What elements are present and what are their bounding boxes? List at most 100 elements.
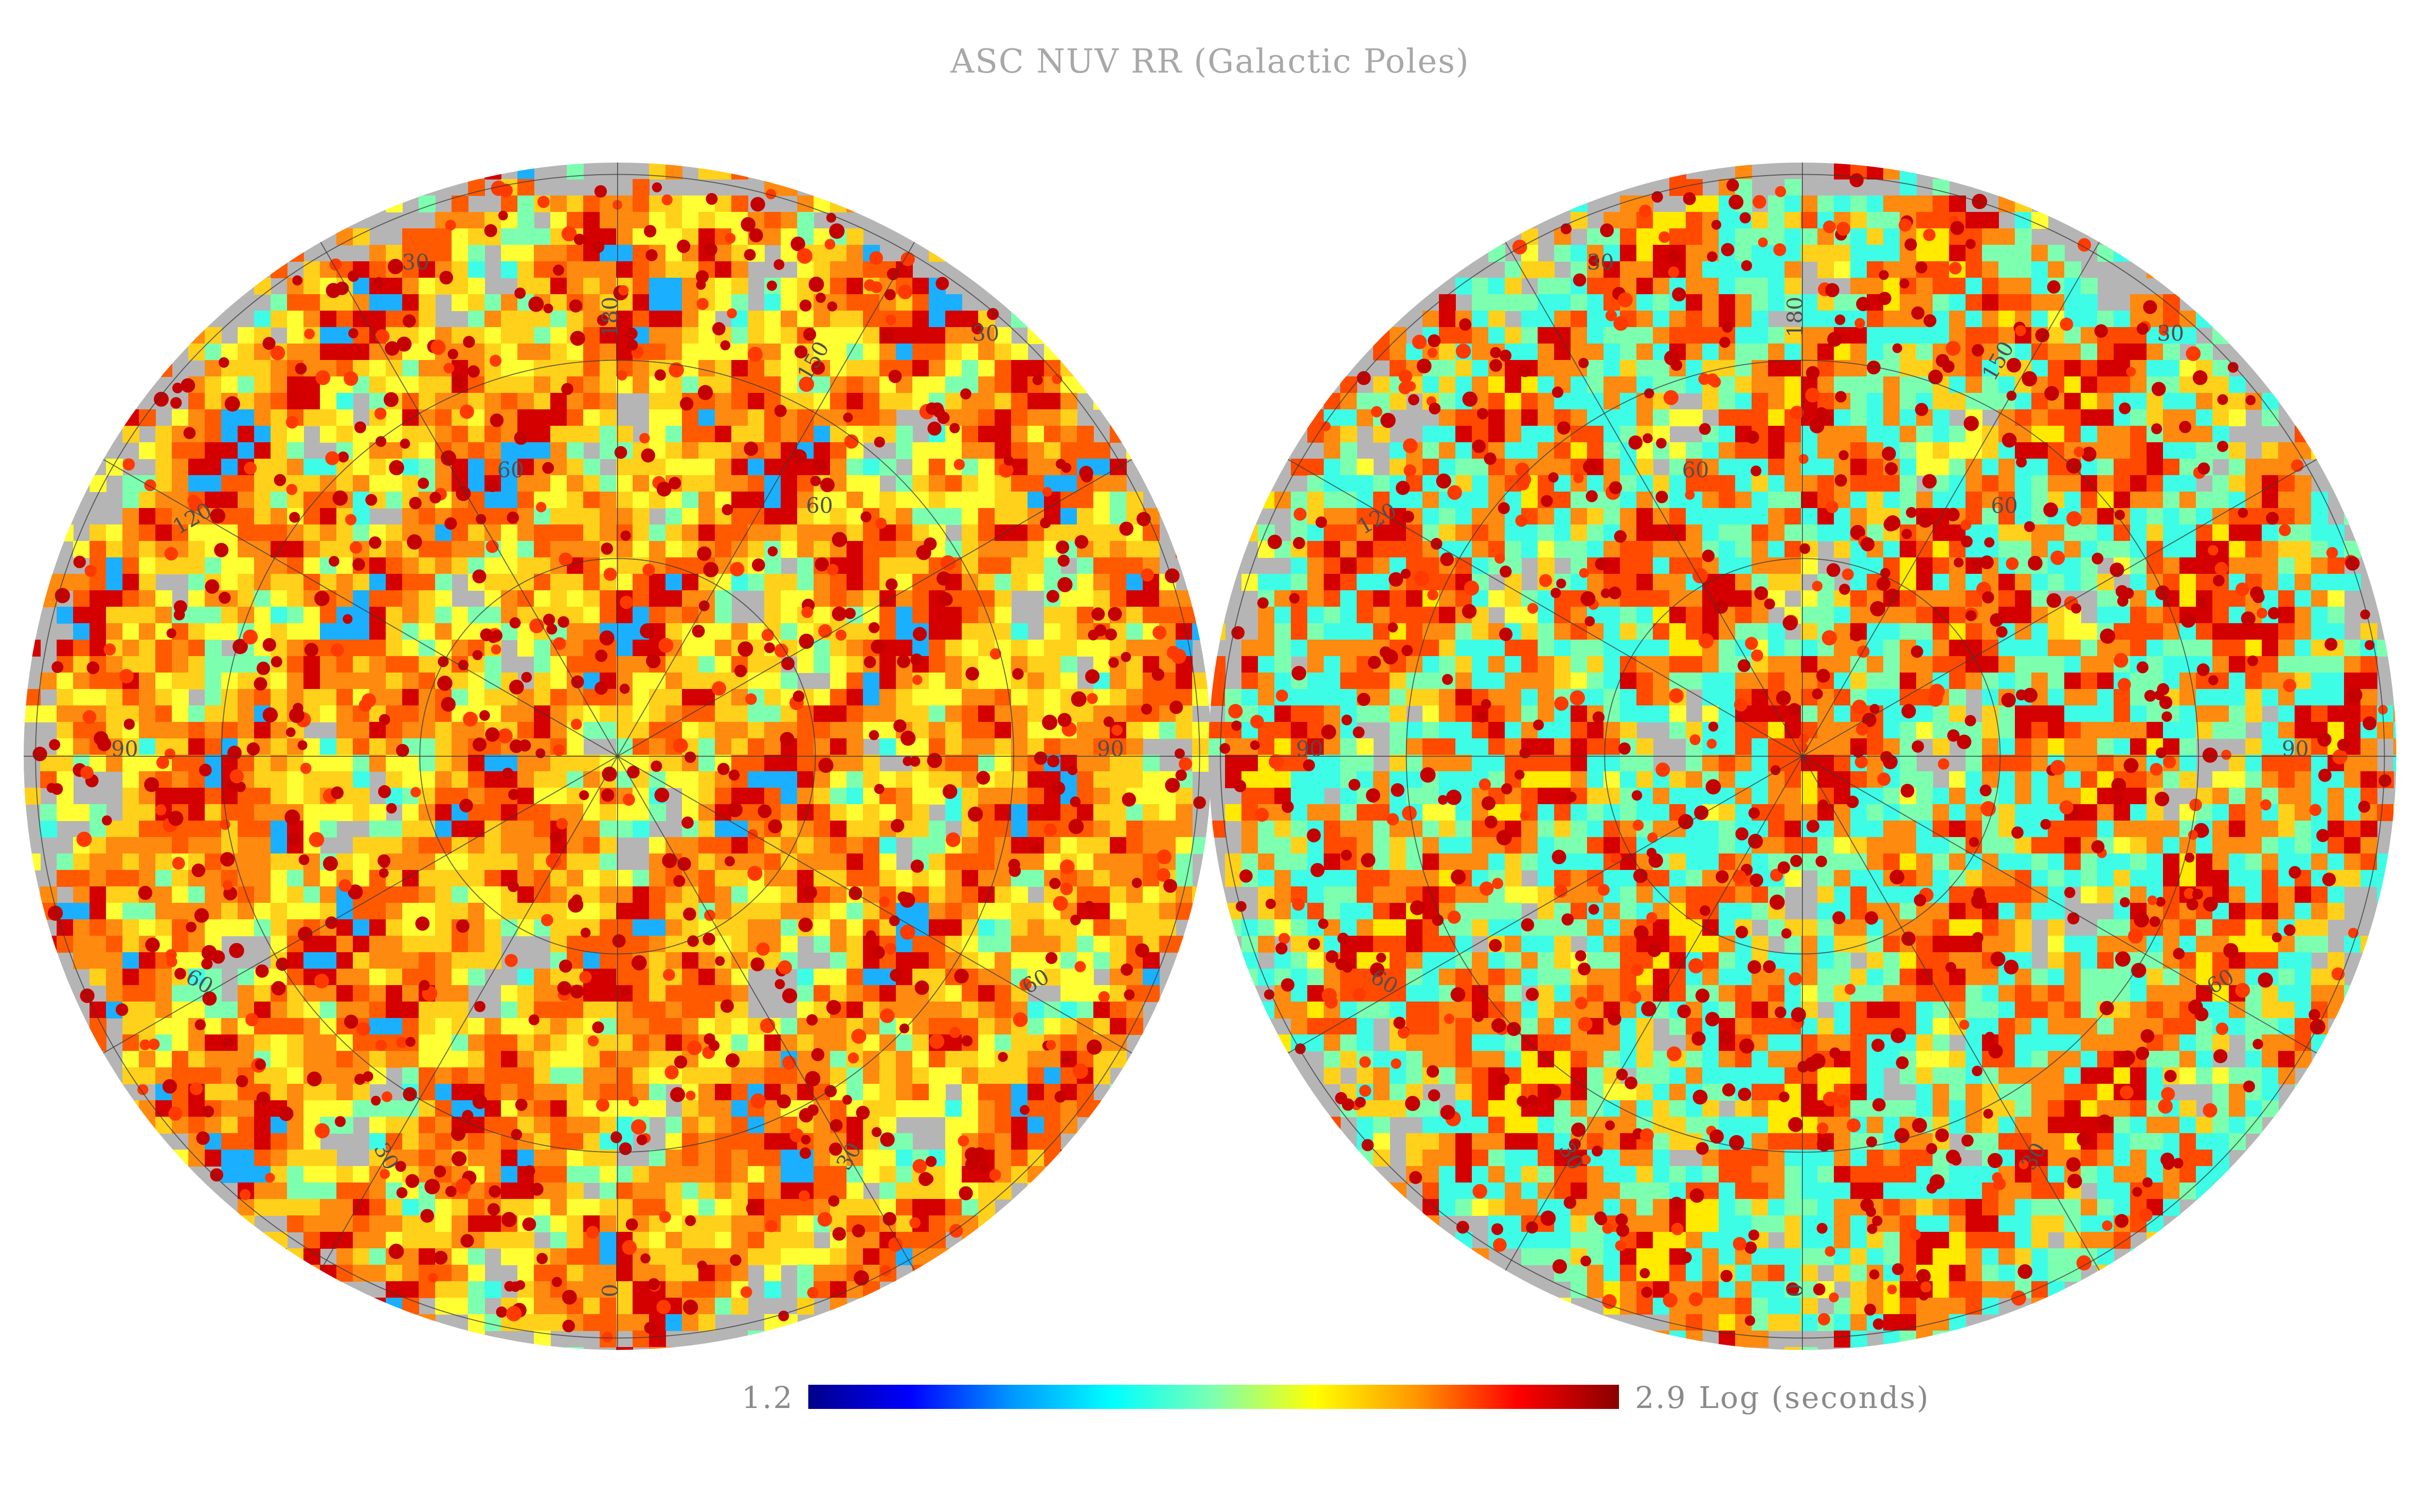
coverage-tile [945, 870, 962, 887]
exposure-dot [853, 1270, 869, 1286]
coverage-tile [830, 261, 847, 278]
exposure-dot [139, 1039, 151, 1050]
exposure-dot [315, 370, 331, 385]
coverage-tile [666, 985, 682, 1002]
coverage-tile [879, 1166, 896, 1183]
exposure-dot [697, 385, 713, 400]
coverage-tile [139, 870, 156, 887]
coverage-tile [484, 574, 501, 591]
exposure-dot [1054, 1091, 1066, 1103]
coverage-tile [698, 952, 715, 969]
coverage-tile [731, 1150, 748, 1167]
coverage-tile [978, 574, 995, 591]
coverage-tile [1785, 261, 1801, 278]
coverage-tile [814, 656, 831, 673]
coverage-tile [633, 886, 650, 903]
exposure-dot [803, 328, 817, 341]
north-coverage-tiles [24, 163, 1211, 1350]
exposure-dot [299, 854, 310, 866]
coverage-tile [419, 738, 436, 755]
coverage-tile [271, 492, 287, 509]
coverage-tile [1093, 788, 1110, 805]
coverage-tile [731, 919, 748, 936]
coverage-tile [682, 294, 699, 311]
coverage-tile [1176, 541, 1193, 558]
coverage-tile [1044, 853, 1061, 870]
coverage-tile [155, 459, 172, 476]
coverage-tile [583, 804, 600, 821]
coverage-tile [912, 574, 929, 591]
coverage-tile [550, 1232, 567, 1249]
coverage-tile [386, 294, 403, 311]
coverage-tile [402, 689, 419, 706]
coverage-tile [402, 1051, 419, 1068]
exposure-dot [245, 1013, 259, 1027]
coverage-tile [501, 1183, 518, 1199]
coverage-tile [748, 327, 765, 344]
exposure-dot [835, 629, 847, 641]
coverage-tile [271, 1084, 287, 1101]
exposure-dot [335, 282, 349, 295]
coverage-tile [73, 870, 90, 887]
coverage-tile [962, 524, 979, 541]
coverage-tile [633, 179, 650, 196]
coverage-tile [155, 673, 172, 689]
coverage-tile [1011, 557, 1028, 574]
coverage-tile [90, 590, 106, 607]
coverage-tile [633, 1298, 650, 1315]
coverage-tile [1060, 607, 1077, 624]
coverage-tile [419, 821, 436, 838]
coverage-tile [550, 344, 567, 360]
coverage-tile [320, 738, 337, 755]
coverage-tile [1126, 623, 1143, 640]
coverage-tile [633, 1199, 650, 1216]
coverage-tile [1735, 245, 1752, 262]
coverage-tile [419, 376, 436, 393]
coverage-tile [1060, 492, 1077, 509]
coverage-tile [452, 985, 469, 1002]
coverage-tile [172, 1034, 189, 1051]
coverage-tile [748, 426, 765, 443]
coverage-tile [287, 311, 304, 328]
coverage-tile [517, 212, 534, 229]
coverage-tile [633, 1281, 650, 1298]
coverage-tile [550, 1117, 567, 1134]
coverage-tile [830, 804, 847, 821]
coverage-tile [764, 376, 781, 393]
coverage-tile [912, 294, 929, 311]
coverage-tile [633, 607, 650, 624]
coverage-tile [583, 1248, 600, 1265]
coverage-tile [106, 656, 123, 673]
exposure-dot [379, 714, 390, 725]
coverage-tile [238, 705, 255, 722]
coverage-tile [666, 294, 682, 311]
coverage-tile [962, 508, 979, 525]
coverage-tile [616, 1281, 633, 1298]
coverage-tile [666, 261, 682, 278]
coverage-tile [287, 952, 304, 969]
coverage-tile [320, 508, 337, 525]
coverage-tile [517, 541, 534, 558]
exposure-dot [1070, 796, 1081, 808]
coverage-tile [221, 409, 238, 426]
coverage-tile [419, 705, 436, 722]
coverage-tile [468, 1215, 485, 1232]
exposure-dot [811, 1048, 825, 1062]
coverage-tile [353, 656, 370, 673]
exposure-dot [405, 1174, 420, 1188]
coverage-tile [781, 903, 798, 920]
coverage-tile [336, 853, 353, 870]
coverage-tile [1998, 179, 2015, 196]
coverage-tile [353, 722, 370, 739]
coverage-tile [452, 952, 469, 969]
coverage-tile [847, 656, 863, 673]
coverage-tile [995, 1034, 1012, 1051]
coverage-tile [1702, 261, 1719, 278]
coverage-tile [287, 426, 304, 443]
coverage-tile [847, 278, 863, 295]
coverage-tile [814, 426, 831, 443]
coverage-tile [567, 409, 584, 426]
coverage-tile [797, 541, 814, 558]
coverage-tile [303, 886, 320, 903]
coverage-tile [715, 903, 732, 920]
